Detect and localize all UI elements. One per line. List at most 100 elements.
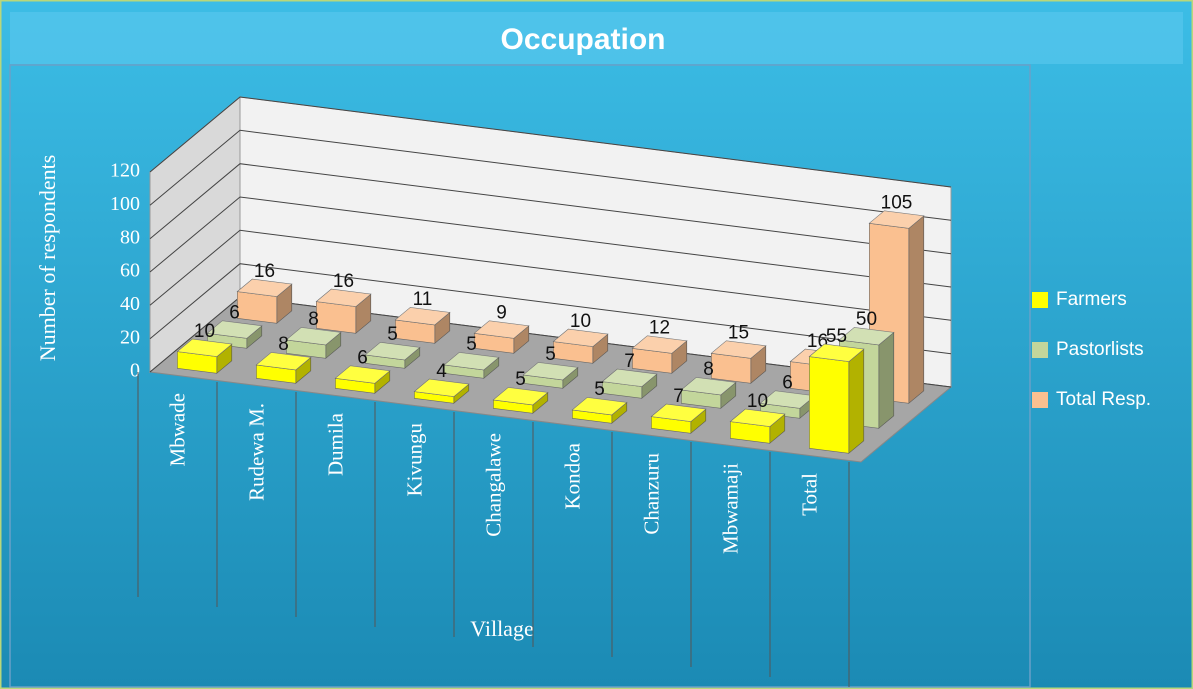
bar-top-shade bbox=[395, 307, 450, 325]
bar-top bbox=[176, 338, 233, 357]
data-label: 8 bbox=[308, 309, 319, 330]
bar-top-shade bbox=[207, 320, 262, 339]
bar-top-shade bbox=[286, 327, 341, 345]
data-label: 105 bbox=[881, 193, 913, 214]
data-label: 16 bbox=[254, 261, 275, 282]
bar-top-shade bbox=[444, 352, 499, 370]
bar bbox=[255, 352, 312, 384]
bar-top bbox=[710, 340, 767, 359]
bar-top bbox=[473, 320, 530, 339]
bar bbox=[176, 338, 233, 374]
x-tick-label: Kondoa bbox=[560, 442, 584, 509]
data-label: 9 bbox=[496, 303, 507, 324]
bar bbox=[364, 342, 421, 369]
y-tick-label: 120 bbox=[110, 160, 140, 182]
bar-side-shade bbox=[325, 332, 341, 359]
bar-front bbox=[808, 356, 850, 454]
bar-side-shade bbox=[355, 294, 371, 334]
data-label: 10 bbox=[747, 391, 768, 412]
data-label: 5 bbox=[545, 344, 556, 365]
bar-top bbox=[838, 327, 895, 346]
bar bbox=[522, 362, 579, 389]
bar-side-shade bbox=[769, 414, 785, 444]
data-label: 8 bbox=[278, 334, 289, 355]
bar-side-shade bbox=[246, 325, 262, 349]
bar-top-shade bbox=[316, 289, 371, 307]
bar-side-shade bbox=[848, 349, 864, 454]
bar-top bbox=[680, 377, 737, 396]
bar-side-shade bbox=[690, 409, 706, 434]
y-tick-label: 100 bbox=[110, 193, 140, 215]
bar bbox=[236, 278, 293, 324]
title-band bbox=[10, 12, 1183, 64]
grid-line bbox=[149, 163, 952, 255]
x-tick-label: Dumila bbox=[323, 412, 347, 476]
bar-top-shade bbox=[711, 340, 766, 359]
bar-top-shade bbox=[632, 335, 687, 354]
bar-side-shade bbox=[404, 347, 420, 369]
data-label: 7 bbox=[673, 386, 684, 407]
bar-top bbox=[601, 368, 658, 387]
x-tick-label: Total bbox=[797, 473, 821, 516]
grid-line bbox=[149, 129, 952, 221]
bar-top-shade bbox=[414, 379, 469, 397]
bar bbox=[394, 307, 451, 344]
grid-line bbox=[149, 96, 952, 188]
bar-top bbox=[255, 352, 312, 371]
bar-front bbox=[315, 301, 357, 334]
bar-top-shade bbox=[553, 329, 608, 347]
bar-side-shade bbox=[434, 312, 450, 344]
x-axis-label: Village bbox=[470, 616, 533, 641]
grid-line bbox=[149, 196, 952, 288]
x-tick-label: Chanzuru bbox=[639, 453, 663, 535]
bar bbox=[729, 408, 786, 444]
legend-label: Farmers bbox=[1056, 289, 1127, 310]
bar-top-shade bbox=[474, 320, 529, 339]
y-tick-label: 60 bbox=[120, 260, 140, 282]
bar-top bbox=[552, 328, 609, 347]
bar-side-shade bbox=[641, 374, 657, 399]
bar-side-shade bbox=[295, 357, 311, 384]
data-label: 16 bbox=[333, 271, 354, 292]
bar bbox=[285, 327, 342, 359]
bar-side-shade bbox=[878, 332, 894, 429]
x-tick-label: Kivungu bbox=[402, 423, 426, 497]
bar bbox=[315, 288, 372, 334]
bar-top-shade bbox=[602, 369, 657, 387]
x-tick-label: Mbwade bbox=[165, 393, 189, 466]
data-label: 10 bbox=[194, 321, 215, 342]
y-tick-label: 80 bbox=[120, 226, 140, 248]
bar-top-shade bbox=[651, 404, 706, 422]
bar-top-shade bbox=[681, 377, 736, 395]
bar-top-shade bbox=[493, 387, 548, 405]
data-label: 5 bbox=[515, 369, 526, 390]
data-label: 4 bbox=[436, 361, 447, 382]
bar-top bbox=[808, 343, 865, 362]
y-tick-label: 40 bbox=[120, 293, 140, 315]
bar-top bbox=[729, 408, 786, 427]
bar-side-shade bbox=[592, 334, 608, 364]
bar-top-shade bbox=[335, 365, 390, 384]
bar bbox=[601, 368, 658, 399]
data-label: 15 bbox=[728, 323, 749, 344]
bar-side-shade bbox=[276, 284, 292, 324]
bar bbox=[571, 397, 628, 424]
legend-label: Pastorlists bbox=[1056, 339, 1144, 360]
legend-swatch bbox=[1032, 392, 1048, 408]
bar-side-shade bbox=[513, 325, 529, 354]
bar-front bbox=[237, 291, 278, 324]
legend-swatch bbox=[1032, 292, 1048, 308]
bar bbox=[631, 335, 688, 374]
grid-line bbox=[149, 263, 952, 355]
bar-top bbox=[413, 378, 470, 397]
bar-top bbox=[315, 288, 372, 307]
bar-side-shade bbox=[611, 402, 627, 424]
bar-side-shade bbox=[483, 357, 499, 379]
data-label: 5 bbox=[466, 334, 477, 355]
bar-top bbox=[334, 365, 391, 384]
bar-top-shade bbox=[730, 409, 785, 427]
legend-swatch bbox=[1032, 342, 1048, 358]
bar-side-shade bbox=[720, 382, 736, 409]
data-label: 50 bbox=[856, 309, 877, 330]
bar bbox=[808, 343, 865, 454]
